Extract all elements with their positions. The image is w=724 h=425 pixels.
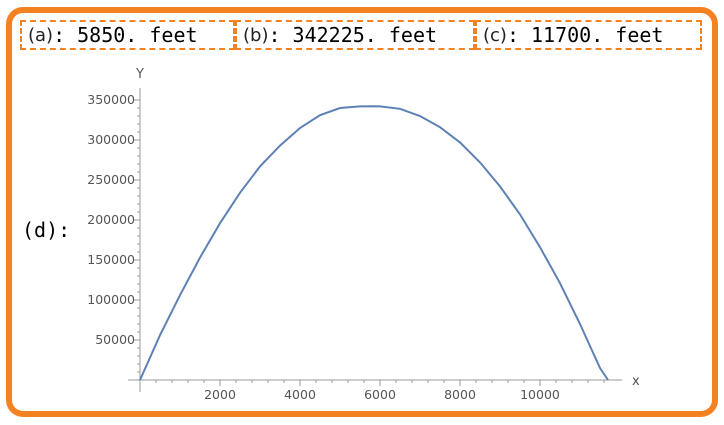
- answer-b-label: (b): [243, 24, 269, 46]
- answer-a-value: 5850. feet: [77, 23, 198, 47]
- answer-c-label: (c): [483, 24, 507, 46]
- answer-a-label: (a): [28, 24, 54, 46]
- answer-c-box: (c) : 11700. feet: [475, 20, 702, 50]
- answer-b-sep: :: [268, 23, 281, 47]
- answer-c-sep: :: [506, 23, 519, 47]
- answer-b-box: (b) : 342225. feet: [235, 20, 475, 50]
- answer-d-label-row: (d):: [22, 218, 70, 242]
- answer-a-sep: :: [53, 23, 66, 47]
- answer-d-sep: :: [58, 218, 71, 242]
- answer-b-value: 342225. feet: [292, 23, 438, 47]
- answer-d-label: (d): [22, 218, 59, 242]
- answer-frame: [6, 7, 718, 417]
- answer-c-value: 11700. feet: [531, 23, 664, 47]
- answer-a-box: (a) : 5850. feet: [20, 20, 235, 50]
